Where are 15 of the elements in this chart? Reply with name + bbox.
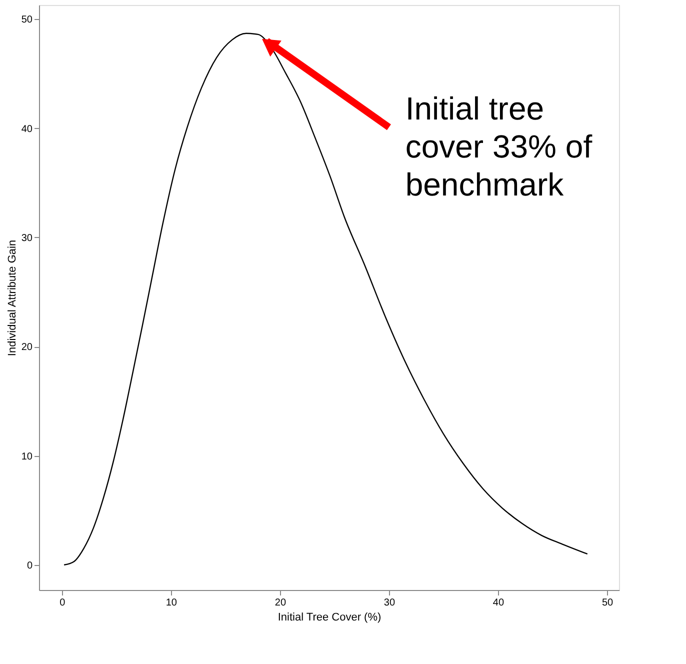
y-tick-label: 30 xyxy=(21,232,33,244)
x-tick-label: 20 xyxy=(274,598,286,608)
x-tick-label: 0 xyxy=(60,598,66,608)
x-axis-title: Initial Tree Cover (%) xyxy=(278,612,382,624)
x-tick-label: 30 xyxy=(384,598,396,608)
y-axis-title: Individual Attribute Gain xyxy=(6,240,18,356)
annotation: Initial tree cover 33% of benchmark xyxy=(405,90,592,202)
y-tick-label: 40 xyxy=(21,124,33,135)
y-tick-label: 0 xyxy=(26,560,33,572)
y-tick-label: 10 xyxy=(21,451,33,462)
x-tick-label: 10 xyxy=(166,598,178,608)
y-tick-label: 50 xyxy=(21,14,33,26)
x-tick-label: 50 xyxy=(602,598,614,608)
y-tick-label: 20 xyxy=(21,342,33,354)
x-tick-label: 40 xyxy=(492,598,504,608)
